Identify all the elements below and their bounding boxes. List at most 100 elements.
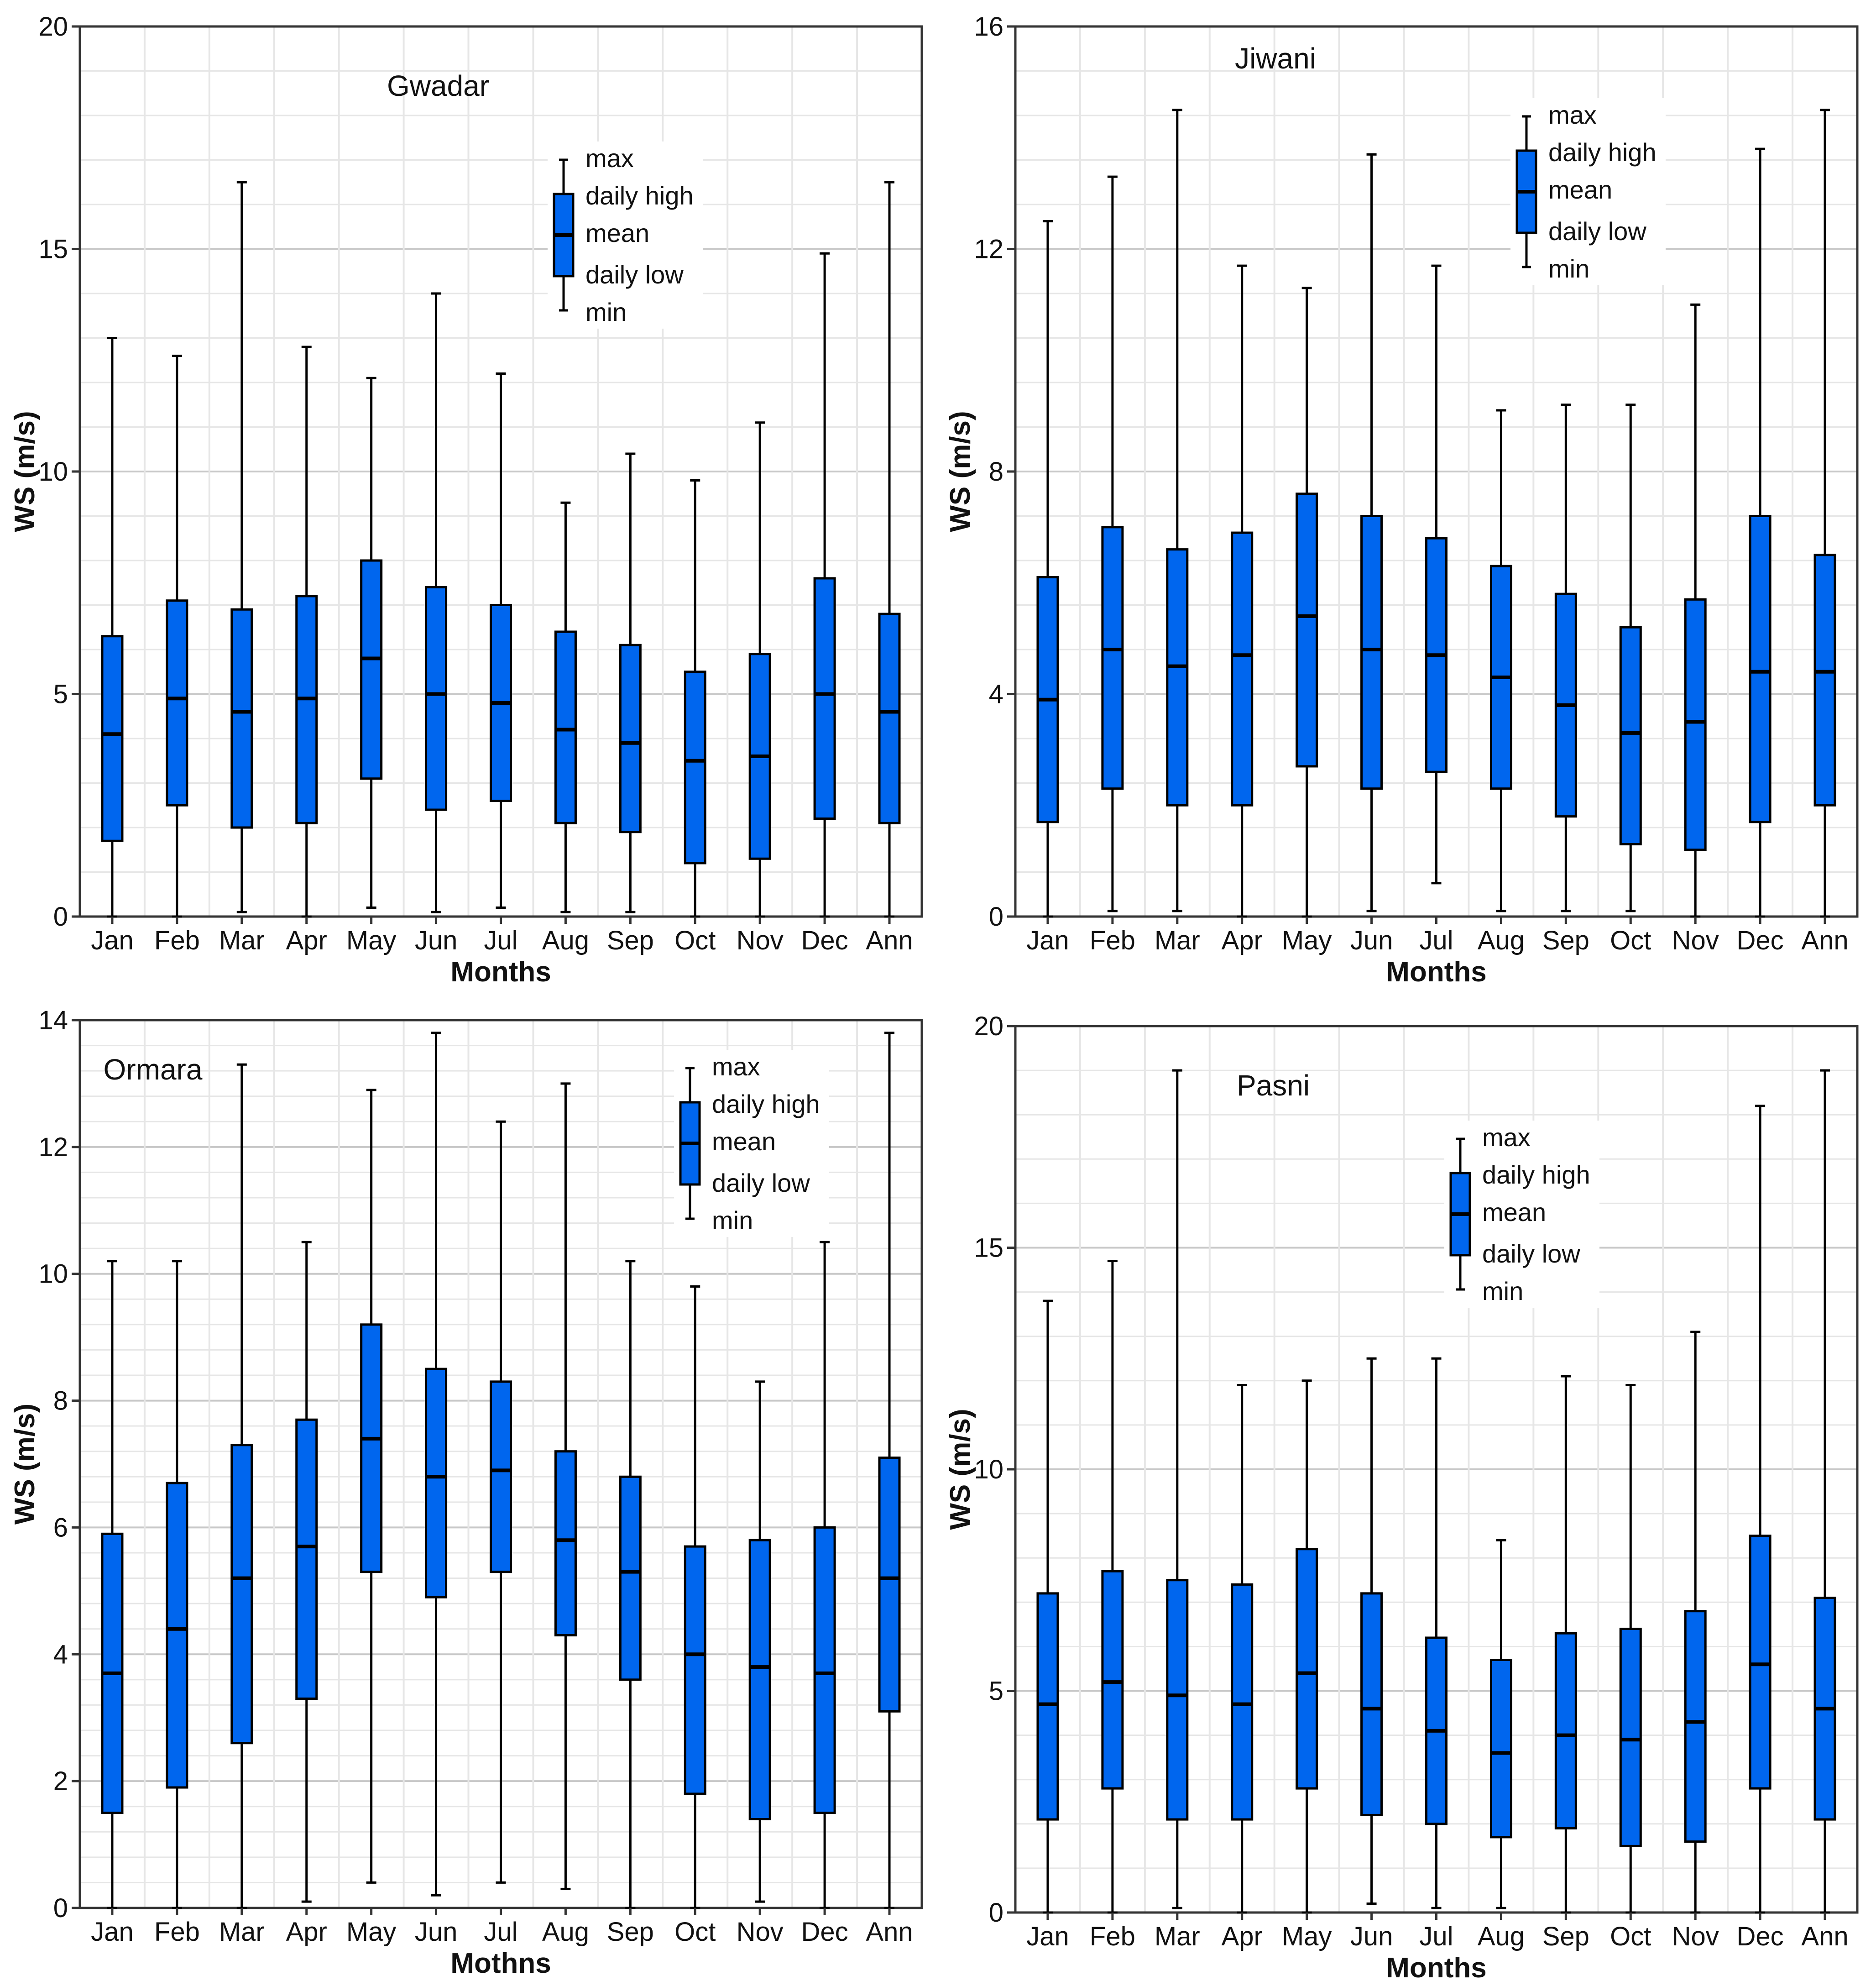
y-tick-label: 0 — [989, 1898, 1003, 1928]
legend: max daily high mean daily low min — [548, 141, 703, 329]
legend-label-2: mean — [1482, 1198, 1546, 1226]
box-ann — [1813, 554, 1836, 807]
box-mar — [1166, 548, 1189, 807]
box-ann — [878, 1457, 901, 1713]
y-tick-label: 20 — [38, 12, 68, 42]
y-tick-label: 10 — [38, 1259, 68, 1289]
box-may — [1296, 1548, 1318, 1790]
box-feb — [1101, 1570, 1124, 1790]
y-tick-label: 16 — [974, 12, 1003, 42]
box-dec — [1749, 515, 1771, 823]
box-aug — [554, 630, 577, 824]
x-tick-label: Oct — [1610, 926, 1651, 955]
x-tick-label: Mar — [219, 926, 265, 955]
x-tick-label: Jan — [1026, 926, 1069, 955]
legend-label-2: mean — [712, 1127, 776, 1156]
legend-label-0: max — [1548, 100, 1597, 129]
box-nov — [1684, 1610, 1707, 1843]
y-tick-label: 20 — [974, 1011, 1003, 1041]
x-axis-title: Mothns — [450, 1948, 551, 1979]
box-mar — [230, 608, 253, 829]
box-jan — [101, 635, 124, 842]
box-jun — [425, 1368, 448, 1598]
x-tick-label: Jan — [91, 1917, 134, 1947]
x-tick-label: May — [1282, 1922, 1332, 1951]
x-tick-label: Nov — [737, 1917, 784, 1947]
box-mar — [230, 1444, 253, 1745]
x-tick-label: Mar — [219, 1917, 265, 1947]
box-apr — [1231, 531, 1254, 807]
x-tick-label: Mar — [1155, 1922, 1200, 1951]
x-tick-label: Dec — [1737, 926, 1784, 955]
x-tick-label: Dec — [801, 1917, 848, 1947]
panel-title: Gwadar — [387, 69, 489, 102]
x-tick-label: Jun — [415, 926, 458, 955]
legend-label-1: daily high — [585, 181, 694, 210]
y-tick-label: 10 — [974, 1455, 1003, 1484]
y-tick-label: 0 — [53, 902, 68, 932]
y-tick-label: 12 — [974, 235, 1003, 264]
box-feb — [1101, 526, 1124, 790]
box-aug — [1489, 1659, 1512, 1839]
y-tick-label: 5 — [989, 1677, 1003, 1706]
x-tick-label: May — [1282, 926, 1332, 955]
panel-title: Jiwani — [1235, 42, 1316, 75]
x-tick-label: Nov — [1672, 926, 1719, 955]
box-sep — [1554, 1632, 1577, 1830]
y-axis-title: WS (m/s) — [945, 411, 976, 532]
box-apr — [295, 595, 318, 824]
y-tick-label: 14 — [38, 1006, 68, 1035]
box-nov — [748, 1539, 771, 1821]
x-tick-label: Sep — [1542, 926, 1589, 955]
x-tick-label: Dec — [1737, 1922, 1784, 1951]
x-tick-label: Nov — [737, 926, 784, 955]
legend-label-0: max — [1482, 1123, 1531, 1152]
legend: max daily high mean daily low min — [674, 1050, 829, 1237]
box-dec — [813, 577, 836, 820]
x-tick-label: Ann — [1801, 1922, 1848, 1951]
box-jun — [1360, 515, 1383, 790]
box-may — [360, 1323, 383, 1573]
legend-label-0: max — [712, 1052, 760, 1081]
legend-label-3: daily low — [712, 1169, 810, 1197]
y-tick-label: 15 — [38, 235, 68, 264]
x-tick-label: Mar — [1155, 926, 1200, 955]
x-tick-label: Feb — [1090, 926, 1135, 955]
y-tick-label: 0 — [53, 1893, 68, 1923]
x-tick-label: Aug — [1478, 1922, 1525, 1951]
y-axis-title: WS (m/s) — [9, 411, 41, 532]
x-tick-label: Sep — [607, 926, 654, 955]
y-tick-label: 15 — [974, 1233, 1003, 1263]
y-tick-label: 0 — [989, 902, 1003, 932]
x-tick-label: Ann — [866, 1917, 913, 1947]
box-oct — [684, 1545, 706, 1795]
x-tick-label: Jul — [1419, 926, 1453, 955]
box-may — [360, 559, 383, 780]
x-tick-label: Feb — [154, 926, 200, 955]
y-tick-label: 12 — [38, 1132, 68, 1162]
x-tick-label: May — [346, 926, 397, 955]
x-tick-label: Apr — [286, 1917, 327, 1947]
box-oct — [684, 671, 706, 865]
box-dec — [813, 1526, 836, 1814]
y-tick-label: 2 — [53, 1766, 68, 1796]
x-tick-label: Jun — [1350, 1922, 1393, 1951]
x-tick-label: Aug — [542, 1917, 589, 1947]
x-tick-label: Apr — [286, 926, 327, 955]
y-tick-label: 8 — [989, 457, 1003, 487]
y-axis-title: WS (m/s) — [945, 1409, 976, 1530]
y-tick-label: 4 — [53, 1640, 68, 1669]
y-tick-label: 4 — [989, 680, 1003, 709]
legend-label-4: min — [712, 1206, 753, 1235]
y-axis-title: WS (m/s) — [9, 1404, 41, 1525]
box-apr — [1231, 1583, 1254, 1821]
legend-label-1: daily high — [1482, 1160, 1590, 1189]
legend-label-3: daily low — [585, 260, 684, 289]
x-tick-label: Jul — [484, 926, 517, 955]
legend-label-3: daily low — [1482, 1239, 1580, 1268]
x-tick-label: Oct — [674, 1917, 716, 1947]
x-tick-label: Aug — [542, 926, 589, 955]
box-jan — [1036, 1592, 1059, 1821]
legend: max daily high mean daily low min — [1510, 98, 1666, 285]
